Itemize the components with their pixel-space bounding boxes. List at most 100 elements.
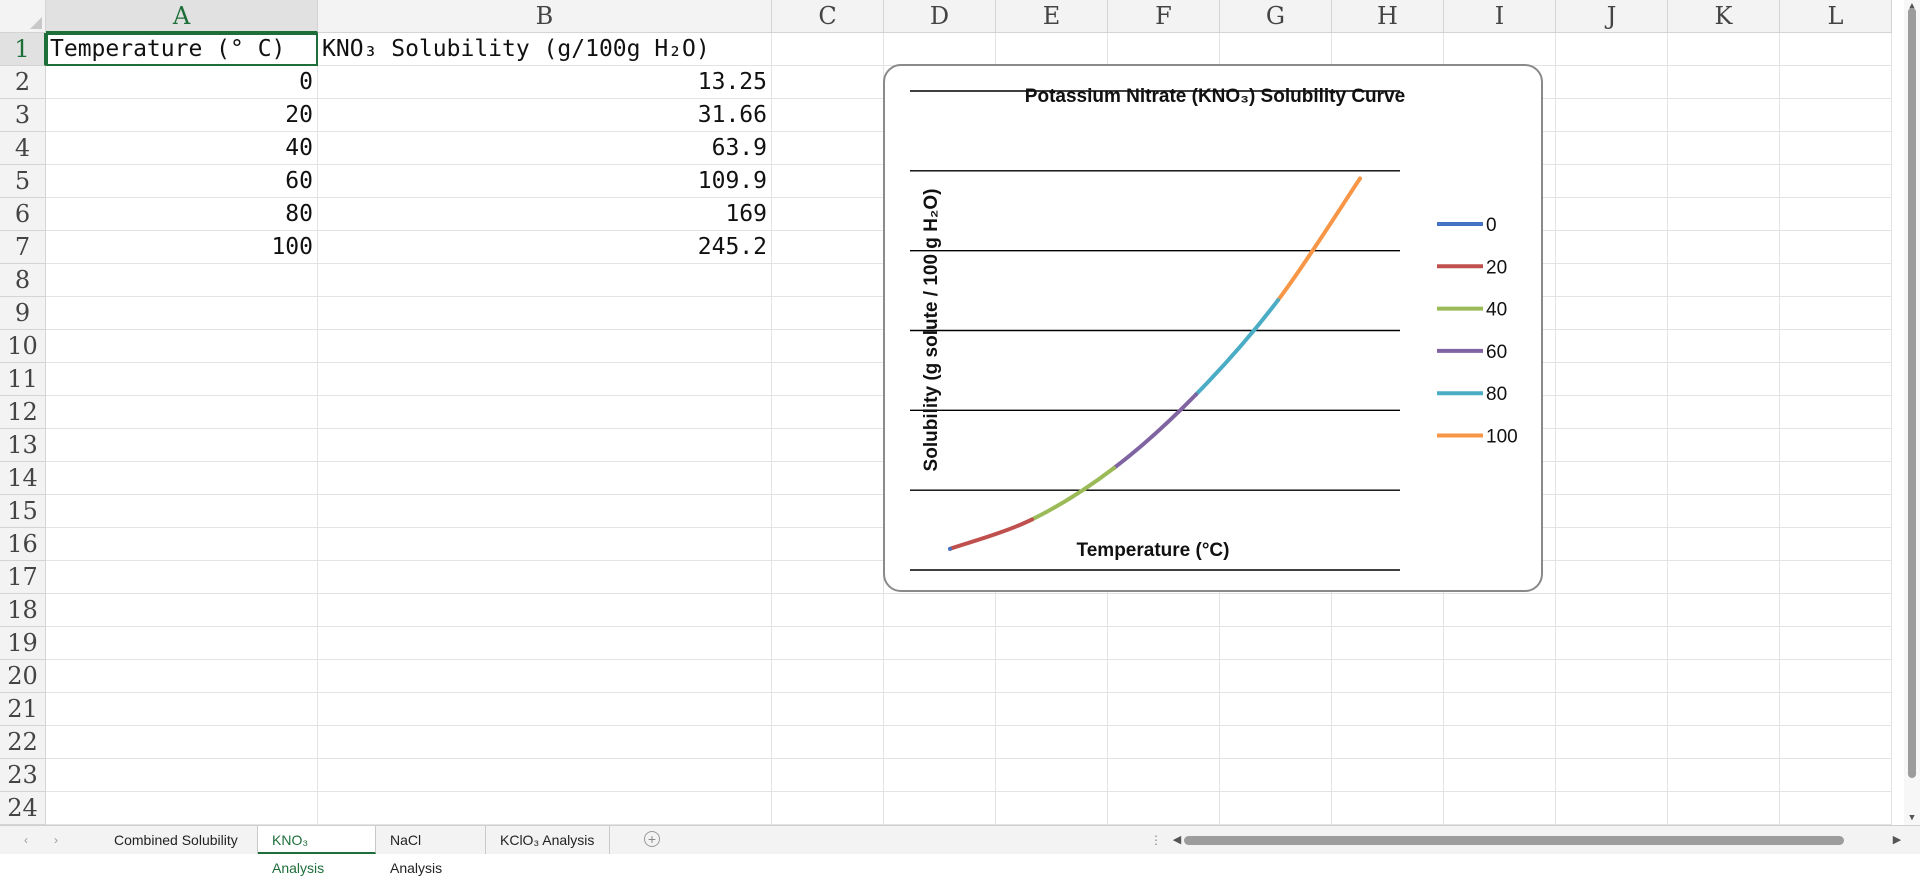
cell-i19[interactable] (1444, 627, 1556, 660)
cell-k18[interactable] (1668, 594, 1780, 627)
cell-c17[interactable] (772, 561, 884, 594)
cell-h1[interactable] (1332, 33, 1444, 66)
row-header-5[interactable]: 5 (0, 165, 46, 198)
cell-k24[interactable] (1668, 792, 1780, 825)
cell-g21[interactable] (1220, 693, 1332, 726)
cell-b2[interactable]: 13.25 (318, 66, 772, 99)
cell-h21[interactable] (1332, 693, 1444, 726)
cell-c15[interactable] (772, 495, 884, 528)
cell-b15[interactable] (318, 495, 772, 528)
cell-c24[interactable] (772, 792, 884, 825)
cell-k2[interactable] (1668, 66, 1780, 99)
cell-l9[interactable] (1780, 297, 1892, 330)
cell-b13[interactable] (318, 429, 772, 462)
cell-c18[interactable] (772, 594, 884, 627)
cell-b9[interactable] (318, 297, 772, 330)
cell-f1[interactable] (1108, 33, 1220, 66)
cell-a19[interactable] (46, 627, 318, 660)
cell-l18[interactable] (1780, 594, 1892, 627)
cell-j21[interactable] (1556, 693, 1668, 726)
cell-l17[interactable] (1780, 561, 1892, 594)
column-header-f[interactable]: F (1108, 0, 1220, 33)
cell-f22[interactable] (1108, 726, 1220, 759)
cell-a4[interactable]: 40 (46, 132, 318, 165)
select-all-corner[interactable] (0, 0, 46, 33)
cell-e18[interactable] (996, 594, 1108, 627)
cell-b18[interactable] (318, 594, 772, 627)
cell-b1[interactable]: KNO₃ Solubility (g/100g H₂O) (318, 33, 772, 66)
cell-l19[interactable] (1780, 627, 1892, 660)
cell-j9[interactable] (1556, 297, 1668, 330)
cell-k16[interactable] (1668, 528, 1780, 561)
cell-d20[interactable] (884, 660, 996, 693)
sheet-tab-4[interactable]: KClO₃ Analysis (486, 826, 610, 854)
cell-h19[interactable] (1332, 627, 1444, 660)
cell-e22[interactable] (996, 726, 1108, 759)
cell-a24[interactable] (46, 792, 318, 825)
cell-l8[interactable] (1780, 264, 1892, 297)
scroll-left-icon[interactable]: ◀ (1172, 834, 1182, 846)
row-header-13[interactable]: 13 (0, 429, 46, 462)
row-header-10[interactable]: 10 (0, 330, 46, 363)
cell-l14[interactable] (1780, 462, 1892, 495)
cell-b11[interactable] (318, 363, 772, 396)
cell-j18[interactable] (1556, 594, 1668, 627)
row-header-16[interactable]: 16 (0, 528, 46, 561)
column-header-a[interactable]: A (46, 0, 318, 33)
column-header-h[interactable]: H (1332, 0, 1444, 33)
cell-k11[interactable] (1668, 363, 1780, 396)
cell-k21[interactable] (1668, 693, 1780, 726)
cell-a14[interactable] (46, 462, 318, 495)
cell-c2[interactable] (772, 66, 884, 99)
column-header-c[interactable]: C (772, 0, 884, 33)
cell-l4[interactable] (1780, 132, 1892, 165)
cell-a13[interactable] (46, 429, 318, 462)
cell-j23[interactable] (1556, 759, 1668, 792)
cell-l6[interactable] (1780, 198, 1892, 231)
row-header-12[interactable]: 12 (0, 396, 46, 429)
cell-a7[interactable]: 100 (46, 231, 318, 264)
cell-k17[interactable] (1668, 561, 1780, 594)
cell-g23[interactable] (1220, 759, 1332, 792)
cell-l16[interactable] (1780, 528, 1892, 561)
cell-c16[interactable] (772, 528, 884, 561)
cell-a18[interactable] (46, 594, 318, 627)
cell-g22[interactable] (1220, 726, 1332, 759)
cell-i20[interactable] (1444, 660, 1556, 693)
cell-k19[interactable] (1668, 627, 1780, 660)
cell-d18[interactable] (884, 594, 996, 627)
cell-j16[interactable] (1556, 528, 1668, 561)
cell-c3[interactable] (772, 99, 884, 132)
column-header-l[interactable]: L (1780, 0, 1892, 33)
cell-k20[interactable] (1668, 660, 1780, 693)
cell-e21[interactable] (996, 693, 1108, 726)
chevron-left-icon[interactable]: ‹ (24, 833, 28, 847)
cell-g20[interactable] (1220, 660, 1332, 693)
cell-c1[interactable] (772, 33, 884, 66)
cell-j8[interactable] (1556, 264, 1668, 297)
cell-c23[interactable] (772, 759, 884, 792)
cell-f23[interactable] (1108, 759, 1220, 792)
cell-l3[interactable] (1780, 99, 1892, 132)
cell-g24[interactable] (1220, 792, 1332, 825)
cell-c11[interactable] (772, 363, 884, 396)
cell-k5[interactable] (1668, 165, 1780, 198)
cell-c7[interactable] (772, 231, 884, 264)
cell-a16[interactable] (46, 528, 318, 561)
cell-j10[interactable] (1556, 330, 1668, 363)
cell-j12[interactable] (1556, 396, 1668, 429)
cell-j5[interactable] (1556, 165, 1668, 198)
row-header-4[interactable]: 4 (0, 132, 46, 165)
cell-d1[interactable] (884, 33, 996, 66)
sheet-tab-3[interactable]: NaCl Analysis (376, 826, 486, 876)
cell-a9[interactable] (46, 297, 318, 330)
column-header-i[interactable]: I (1444, 0, 1556, 33)
cell-d24[interactable] (884, 792, 996, 825)
cell-l15[interactable] (1780, 495, 1892, 528)
cell-b14[interactable] (318, 462, 772, 495)
cell-j22[interactable] (1556, 726, 1668, 759)
row-header-11[interactable]: 11 (0, 363, 46, 396)
column-header-b[interactable]: B (318, 0, 772, 33)
cell-a20[interactable] (46, 660, 318, 693)
cell-i1[interactable] (1444, 33, 1556, 66)
